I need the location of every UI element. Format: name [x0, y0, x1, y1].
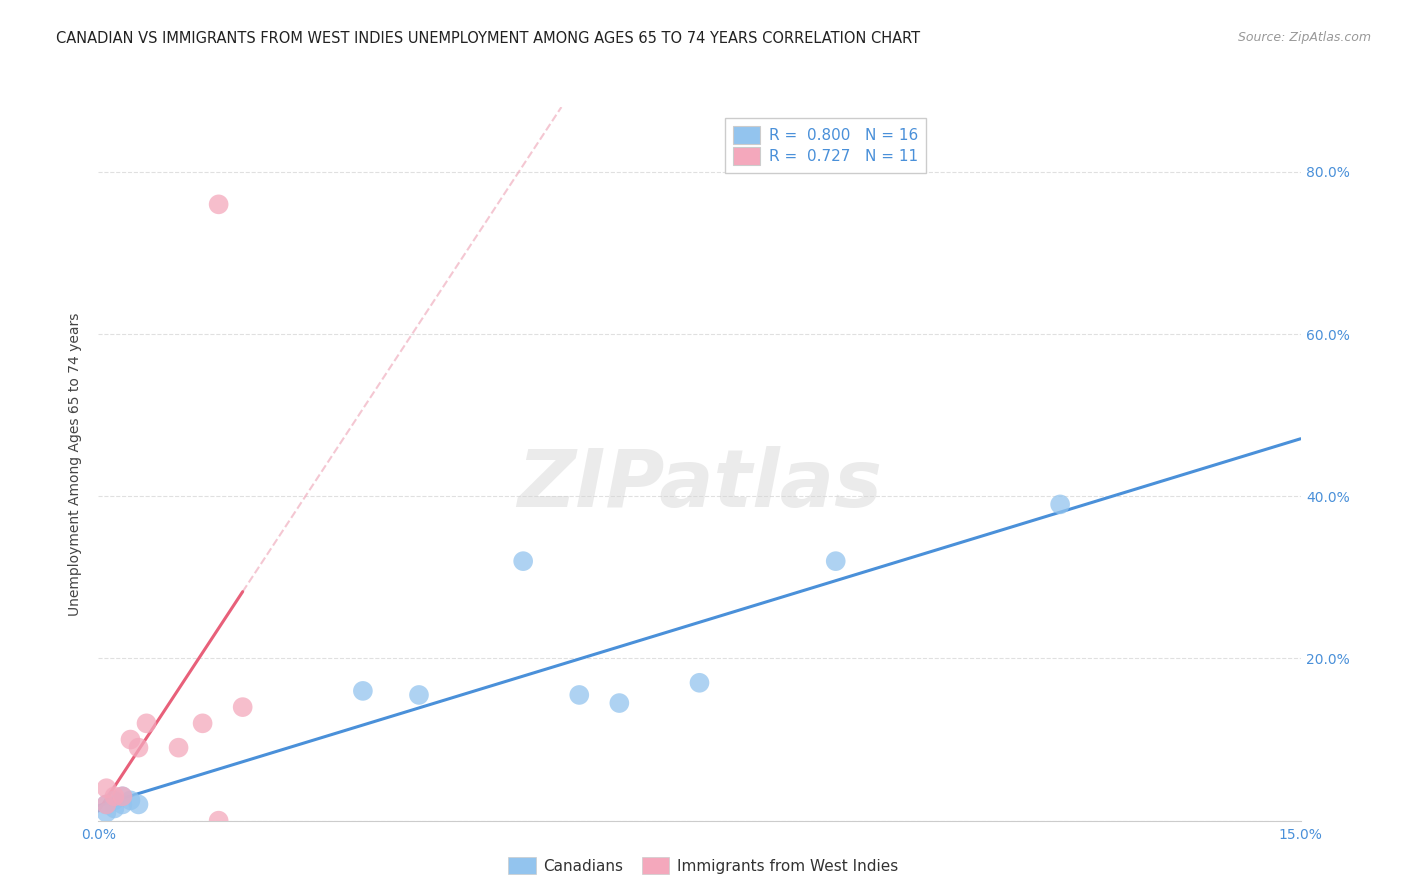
- Point: [135, 716, 157, 731]
- Legend: Canadians, Immigrants from West Indies: Canadians, Immigrants from West Indies: [502, 851, 904, 880]
- Point: [689, 675, 711, 690]
- Point: [232, 700, 254, 714]
- Point: [128, 740, 150, 755]
- Y-axis label: Unemployment Among Ages 65 to 74 years: Unemployment Among Ages 65 to 74 years: [69, 312, 83, 615]
- Point: [191, 716, 214, 731]
- Point: [103, 789, 125, 804]
- Point: [512, 554, 534, 568]
- Point: [96, 797, 118, 812]
- Point: [111, 789, 134, 804]
- Legend: R =  0.800   N = 16, R =  0.727   N = 11: R = 0.800 N = 16, R = 0.727 N = 11: [725, 119, 927, 173]
- Point: [208, 197, 231, 211]
- Point: [128, 797, 150, 812]
- Point: [568, 688, 591, 702]
- Point: [120, 793, 142, 807]
- Point: [120, 732, 142, 747]
- Point: [103, 801, 125, 815]
- Point: [609, 696, 631, 710]
- Point: [96, 805, 118, 820]
- Point: [824, 554, 846, 568]
- Point: [1049, 497, 1071, 511]
- Point: [352, 684, 374, 698]
- Point: [208, 814, 231, 828]
- Point: [167, 740, 190, 755]
- Text: Source: ZipAtlas.com: Source: ZipAtlas.com: [1237, 31, 1371, 45]
- Point: [103, 793, 125, 807]
- Point: [111, 797, 134, 812]
- Point: [111, 789, 134, 804]
- Text: ZIPatlas: ZIPatlas: [517, 446, 882, 524]
- Point: [408, 688, 430, 702]
- Point: [96, 781, 118, 796]
- Point: [96, 797, 118, 812]
- Text: CANADIAN VS IMMIGRANTS FROM WEST INDIES UNEMPLOYMENT AMONG AGES 65 TO 74 YEARS C: CANADIAN VS IMMIGRANTS FROM WEST INDIES …: [56, 31, 921, 46]
